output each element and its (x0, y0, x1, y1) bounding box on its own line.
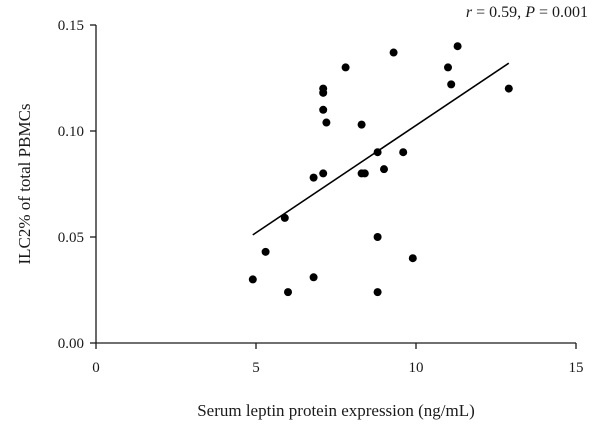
data-point (447, 80, 456, 89)
y-tick-label: 0.00 (58, 336, 84, 352)
data-point (373, 288, 382, 297)
data-point (504, 84, 513, 93)
p-symbol: P (524, 4, 535, 21)
data-point (309, 273, 318, 282)
r-symbol: r (466, 4, 473, 21)
y-ticks: 0.00 0.05 0.10 0.15 (58, 18, 96, 352)
data-point (309, 173, 318, 182)
data-point (408, 254, 417, 263)
r-value: = 0.59, (472, 4, 525, 21)
y-tick-label: 0.10 (58, 124, 84, 140)
data-point (360, 169, 369, 178)
data-point (357, 120, 366, 129)
data-point (280, 213, 289, 222)
data-point (444, 63, 452, 72)
x-tick-label: 5 (252, 360, 260, 376)
data-point (319, 105, 328, 114)
x-axis-label: Serum leptin protein expression (ng/mL) (197, 401, 475, 420)
data-points (248, 42, 513, 297)
data-point (341, 63, 350, 72)
trend-line (252, 62, 510, 236)
x-tick-label: 15 (569, 360, 584, 376)
x-tick-label: 10 (409, 360, 424, 376)
data-point (284, 288, 292, 297)
data-point (389, 48, 398, 57)
y-tick-label: 0.15 (58, 18, 84, 34)
y-axis-label: ILC2% of total PBMCs (15, 103, 34, 264)
data-point (453, 42, 462, 51)
data-point (399, 148, 408, 157)
data-point (248, 275, 257, 284)
data-point (380, 165, 388, 174)
data-point (319, 88, 328, 97)
x-tick-label: 0 (92, 360, 100, 376)
data-point (373, 233, 382, 241)
y-tick-label: 0.05 (58, 230, 84, 246)
p-value: = 0.001 (535, 4, 588, 21)
data-point (322, 118, 331, 127)
correlation-annotation: r = 0.59, P = 0.001 (466, 4, 588, 21)
data-point (319, 169, 328, 178)
x-ticks: 0 5 10 15 (92, 343, 584, 376)
data-point (261, 247, 270, 256)
axes (95, 25, 576, 344)
